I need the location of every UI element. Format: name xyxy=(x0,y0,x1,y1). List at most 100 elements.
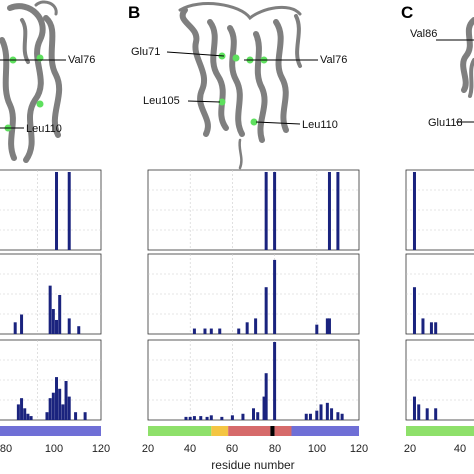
chart-bar xyxy=(192,416,196,420)
sequence-segment xyxy=(0,426,101,436)
sequence-segment xyxy=(228,426,271,436)
chart-bar xyxy=(254,318,258,334)
chart-bar xyxy=(304,413,308,420)
chart-bar xyxy=(61,404,65,420)
panel-label-b: B xyxy=(128,3,140,22)
chart-bar xyxy=(330,408,334,420)
chart-bar xyxy=(29,416,33,420)
chart-bar xyxy=(20,314,24,334)
tick-label: 120 xyxy=(92,443,110,455)
chart-bar xyxy=(308,413,312,420)
panel-label-c: C xyxy=(401,3,413,22)
chart-bar xyxy=(340,413,344,420)
chart-bar xyxy=(67,172,71,250)
chart-bar xyxy=(209,415,213,420)
chart-bar xyxy=(184,416,188,420)
chart-bar xyxy=(58,295,62,334)
chart-bar xyxy=(325,318,329,334)
chart-bar xyxy=(256,412,260,420)
sequence-segment xyxy=(270,426,275,436)
sequence-segment xyxy=(291,426,359,436)
chart-bar xyxy=(230,415,234,420)
chart-bar xyxy=(325,402,329,420)
chart-bar xyxy=(83,412,87,420)
chart-bar xyxy=(273,259,277,334)
chart-bar xyxy=(264,172,268,250)
chart-bar xyxy=(434,408,438,420)
residue-label-val76-b: Val76 xyxy=(320,54,347,66)
tick-label: 80 xyxy=(269,443,281,455)
chart-bar xyxy=(434,322,438,334)
chart-bar xyxy=(74,412,78,420)
chart-bar xyxy=(58,388,62,420)
chart-bar xyxy=(192,328,196,334)
tick-label: 40 xyxy=(454,443,466,455)
chart-bar xyxy=(48,285,52,334)
sequence-segment xyxy=(274,426,292,436)
residue-marker xyxy=(250,118,258,126)
chart-bar xyxy=(319,404,323,420)
x-ticks-a: 80 100 120 xyxy=(0,443,110,455)
chart-bar xyxy=(64,381,68,420)
residue-label-leu110-b: Leu110 xyxy=(302,119,338,131)
protein-structure-c xyxy=(460,17,474,98)
sequence-segment xyxy=(148,426,212,436)
chart-bar xyxy=(188,416,192,420)
chart-bar xyxy=(203,328,207,334)
chart-bar xyxy=(209,328,213,334)
chart-bar xyxy=(264,373,268,420)
x-ticks-c: 20 40 xyxy=(404,443,466,455)
chart-bar xyxy=(315,324,319,334)
chart-panel-c xyxy=(405,169,474,436)
chart-bar xyxy=(55,172,59,250)
tick-label: 100 xyxy=(45,443,63,455)
chart-bar xyxy=(55,377,59,420)
chart-bar xyxy=(412,172,416,250)
chart-bar xyxy=(336,412,340,420)
chart-bar xyxy=(429,322,433,334)
residue-marker xyxy=(36,100,44,108)
chart-bar xyxy=(262,396,266,420)
chart-bar xyxy=(205,416,209,420)
chart-bar xyxy=(252,408,255,420)
x-ticks-b: 20 40 60 80 100 120 xyxy=(142,443,368,455)
chart-bar xyxy=(48,398,52,420)
chart-bar xyxy=(273,172,277,250)
chart-bar xyxy=(327,172,331,250)
chart-bar xyxy=(13,322,17,334)
chart-bar xyxy=(55,319,59,334)
chart-bar xyxy=(264,287,268,334)
tick-label: 40 xyxy=(184,443,196,455)
chart-bar xyxy=(45,412,49,420)
chart-bar xyxy=(218,328,222,334)
tick-label: 60 xyxy=(226,443,238,455)
residue-label-glu118: Glu118 xyxy=(428,117,463,129)
chart-bar xyxy=(51,392,55,420)
residue-label-val76-a: Val76 xyxy=(68,54,95,66)
chart-bar xyxy=(336,172,340,250)
chart-bar xyxy=(412,287,416,334)
protein-structure-b xyxy=(178,2,302,170)
chart-bar xyxy=(51,309,55,334)
x-axis-label: residue number xyxy=(211,458,294,472)
chart-bar xyxy=(16,404,20,420)
chart-bar xyxy=(421,318,425,334)
chart-bar xyxy=(245,322,249,334)
chart-bar xyxy=(199,416,203,420)
tick-label: 120 xyxy=(350,443,368,455)
chart-bar xyxy=(315,410,319,420)
residue-label-leu110-a: Leu110 xyxy=(26,123,62,135)
protein-structure-a xyxy=(0,0,63,163)
residue-marker xyxy=(232,54,240,62)
chart-bar xyxy=(77,326,81,334)
chart-bar xyxy=(237,328,241,334)
tick-label: 80 xyxy=(0,443,12,455)
chart-bar xyxy=(327,318,331,334)
residue-label-leu105: Leu105 xyxy=(143,95,180,107)
chart-bar xyxy=(220,416,224,420)
chart-bar xyxy=(67,396,71,420)
chart-bar xyxy=(241,413,245,420)
chart-bar xyxy=(417,404,421,420)
chart-panel-a xyxy=(0,169,102,436)
